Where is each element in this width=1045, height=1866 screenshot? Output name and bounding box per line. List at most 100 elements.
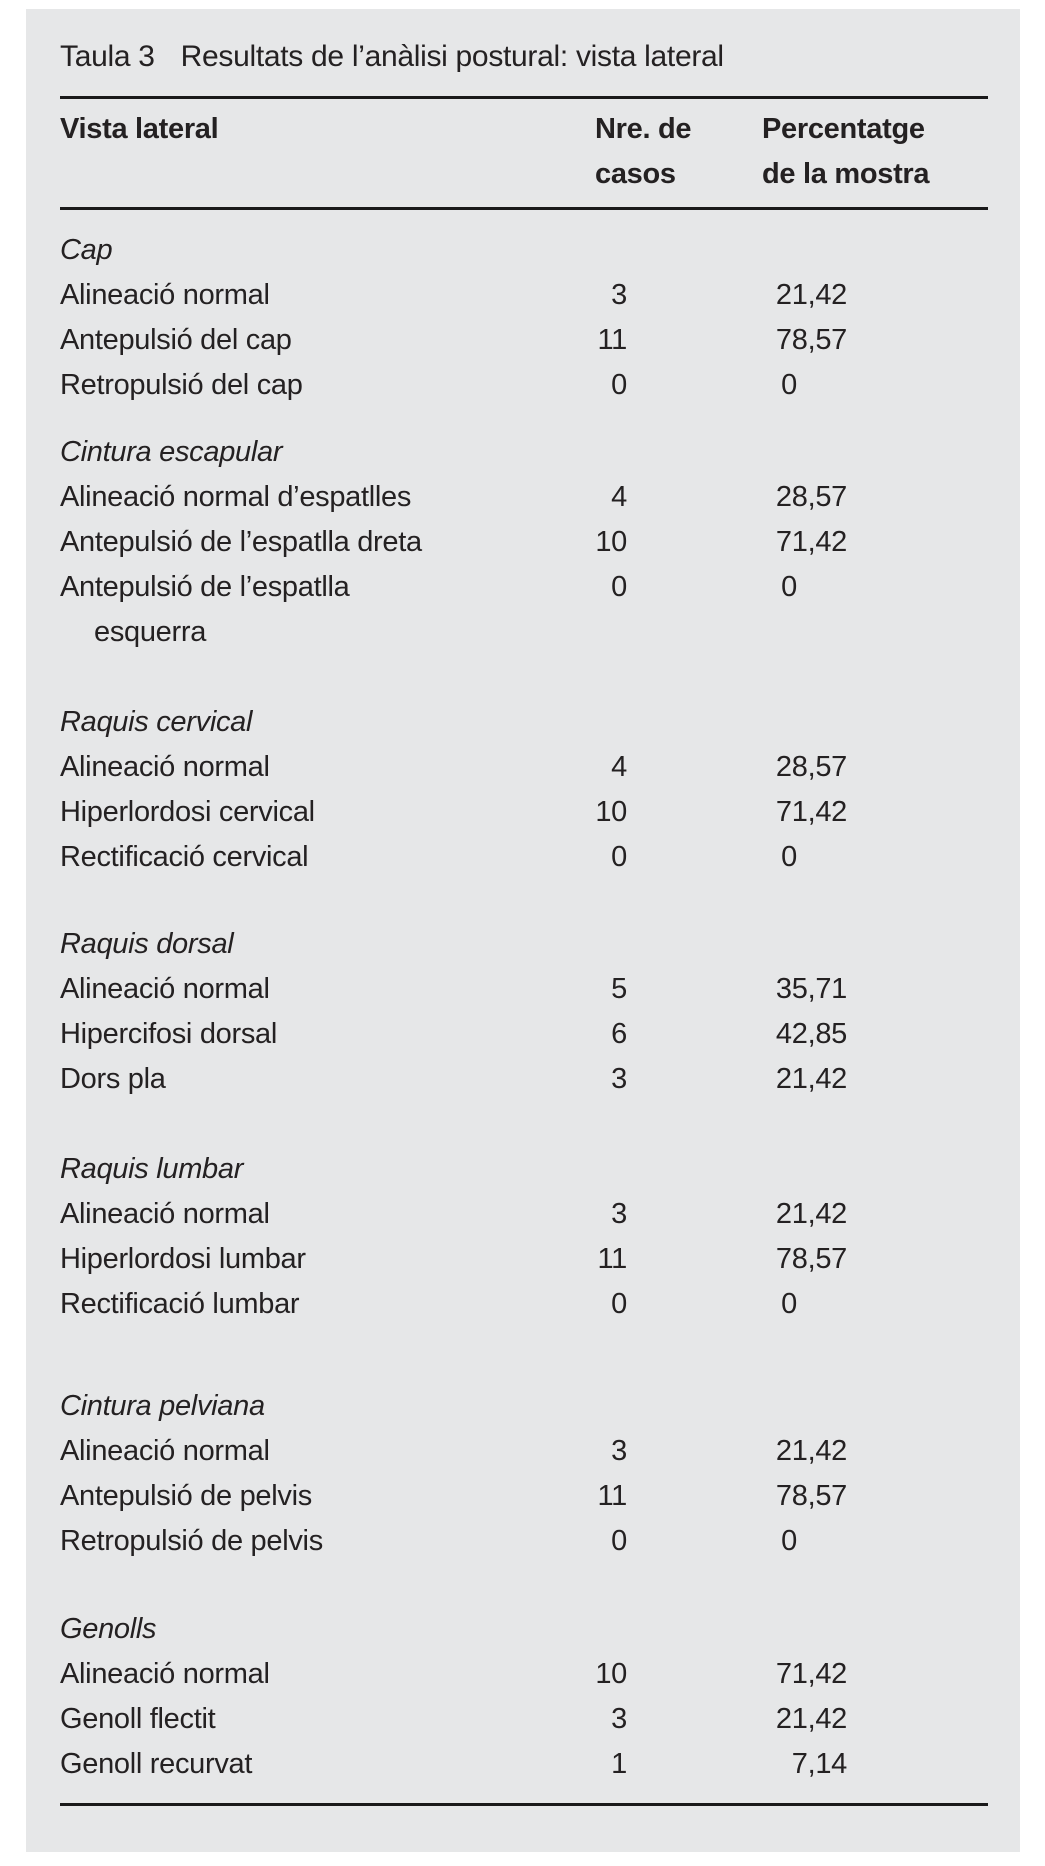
table-row: Alineació normal 3 21,42 xyxy=(60,1429,988,1474)
cases-value: 0 xyxy=(611,1288,627,1320)
table-panel: Taula 3 Resultats de l’anàlisi postural: … xyxy=(26,9,1020,1852)
table-row: Antepulsió de pelvis 11 78,57 xyxy=(60,1474,988,1519)
cases-value: 10 xyxy=(595,1658,627,1690)
section-header-raquis-lumbar: Raquis lumbar xyxy=(60,1153,244,1185)
row-label: Antepulsió de l’espatlla esquerra xyxy=(60,565,595,655)
table-row: Alineació normal d’espatlles 4 28,57 xyxy=(60,475,988,520)
table-rule-bottom xyxy=(60,1803,988,1806)
percentage-value: 28,57 xyxy=(775,481,847,513)
row-label: Alineació normal d’espatlles xyxy=(60,481,412,513)
cases-value: 11 xyxy=(597,324,627,356)
table-row: Alineació normal 3 21,42 xyxy=(60,1192,988,1237)
table-row: Hiperlordosi lumbar 11 78,57 xyxy=(60,1237,988,1282)
cases-value: 3 xyxy=(611,1703,627,1735)
table-row: Hipercifosi dorsal 6 42,85 xyxy=(60,1012,988,1057)
section-header-genolls: Genolls xyxy=(60,1613,157,1645)
row-label: Antepulsió de l’espatlla dreta xyxy=(60,526,422,558)
table-row: Dors pla 3 21,42 xyxy=(60,1057,988,1102)
percentage-value: 0 xyxy=(781,841,797,873)
percentage-value: 28,57 xyxy=(775,751,847,783)
percentage-value: 7,14 xyxy=(791,1748,848,1780)
row-label: Alineació normal xyxy=(60,973,270,1005)
row-label: Alineació normal xyxy=(60,279,270,311)
table-row: Antepulsió del cap 11 78,57 xyxy=(60,318,988,363)
row-label-continuation: esquerra xyxy=(94,616,207,648)
cases-value: 0 xyxy=(611,1525,627,1557)
section-header-cintura-pelviana: Cintura pelviana xyxy=(60,1390,265,1422)
percentage-value: 71,42 xyxy=(775,1658,847,1690)
cases-value: 4 xyxy=(611,481,627,513)
cases-value: 10 xyxy=(595,526,627,558)
cases-value: 3 xyxy=(611,279,627,311)
percentage-value: 21,42 xyxy=(775,279,847,311)
row-label: Rectificació cervical xyxy=(60,841,309,873)
table-row: Rectificació lumbar 0 0 xyxy=(60,1282,988,1327)
cases-value: 3 xyxy=(611,1435,627,1467)
percentage-value: 21,42 xyxy=(775,1198,847,1230)
percentage-value: 78,57 xyxy=(775,1243,847,1275)
cases-value: 0 xyxy=(611,369,627,401)
table-row: Retropulsió del cap 0 0 xyxy=(60,363,988,408)
percentage-value: 42,85 xyxy=(775,1018,847,1050)
cases-value: 3 xyxy=(611,1198,627,1230)
percentage-value: 71,42 xyxy=(775,526,847,558)
row-label: Antepulsió de pelvis xyxy=(60,1480,312,1512)
table-number-label: Taula 3 xyxy=(60,40,155,73)
table-row: Genoll recurvat 1 7,14 xyxy=(60,1742,988,1787)
percentage-value: 21,42 xyxy=(775,1703,847,1735)
table-row: Alineació normal 10 71,42 xyxy=(60,1652,988,1697)
table-row: Genoll flectit 3 21,42 xyxy=(60,1697,988,1742)
table-row: Antepulsió de l’espatlla dreta 10 71,42 xyxy=(60,520,988,565)
cases-value: 0 xyxy=(611,571,627,603)
table-row: Alineació normal 3 21,42 xyxy=(60,273,988,318)
percentage-value: 21,42 xyxy=(775,1063,847,1095)
cases-value: 4 xyxy=(611,751,627,783)
percentage-value: 0 xyxy=(781,369,797,401)
row-label: Dors pla xyxy=(60,1063,166,1095)
percentage-value: 35,71 xyxy=(775,973,847,1005)
percentage-value: 78,57 xyxy=(775,324,847,356)
percentage-value: 71,42 xyxy=(775,796,847,828)
percentage-value: 21,42 xyxy=(775,1435,847,1467)
row-label: Hipercifosi dorsal xyxy=(60,1018,278,1050)
percentage-value: 0 xyxy=(781,1525,797,1557)
table-row: Rectificació cervical 0 0 xyxy=(60,835,988,880)
row-label: Alineació normal xyxy=(60,751,270,783)
section-header-cap: Cap xyxy=(60,234,113,266)
cases-value: 11 xyxy=(597,1243,627,1275)
section-header-cintura-escapular: Cintura escapular xyxy=(60,436,283,468)
row-label: Retropulsió de pelvis xyxy=(60,1525,323,1557)
percentage-value: 0 xyxy=(781,1288,797,1320)
table-title-text: Resultats de l’anàlisi postural: vista l… xyxy=(180,40,724,73)
row-label: Rectificació lumbar xyxy=(60,1288,300,1320)
table-row: Alineació normal 5 35,71 xyxy=(60,967,988,1012)
cases-value: 10 xyxy=(595,796,627,828)
table-body: Cap Alineació normal 3 21,42 Antepulsió … xyxy=(60,228,988,1787)
row-label: Genoll flectit xyxy=(60,1703,216,1735)
row-label: Retropulsió del cap xyxy=(60,369,303,401)
table-row: Alineació normal 4 28,57 xyxy=(60,745,988,790)
row-label: Hiperlordosi cervical xyxy=(60,796,315,828)
row-label: Antepulsió del cap xyxy=(60,324,292,356)
table-header-row: Vista lateral Nre. de casos Percentatge … xyxy=(60,99,988,207)
header-percentatge: Percentatge de la mostra xyxy=(762,113,930,190)
table-row: Hiperlordosi cervical 10 71,42 xyxy=(60,790,988,835)
row-label: Hiperlordosi lumbar xyxy=(60,1243,306,1275)
cases-value: 11 xyxy=(597,1480,627,1512)
header-vista-lateral: Vista lateral xyxy=(60,113,219,145)
table-row: Retropulsió de pelvis 0 0 xyxy=(60,1519,988,1564)
percentage-value: 0 xyxy=(781,571,797,603)
row-label: Alineació normal xyxy=(60,1658,270,1690)
cases-value: 0 xyxy=(611,841,627,873)
header-nre-de-casos: Nre. de casos xyxy=(595,113,692,190)
row-label: Genoll recurvat xyxy=(60,1748,253,1780)
percentage-value: 78,57 xyxy=(775,1480,847,1512)
section-header-raquis-dorsal: Raquis dorsal xyxy=(60,928,234,960)
cases-value: 6 xyxy=(611,1018,627,1050)
cases-value: 1 xyxy=(611,1748,627,1780)
row-label: Alineació normal xyxy=(60,1435,270,1467)
section-header-raquis-cervical: Raquis cervical xyxy=(60,706,253,738)
table-rule-top xyxy=(60,96,988,99)
row-label: Alineació normal xyxy=(60,1198,270,1230)
table-row: Antepulsió de l’espatlla esquerra 0 0 xyxy=(60,565,988,655)
